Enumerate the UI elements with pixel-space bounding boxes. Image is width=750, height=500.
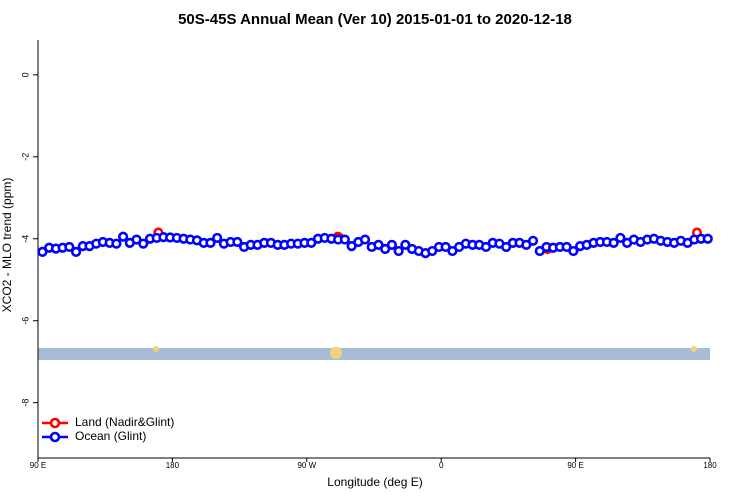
legend-label: Ocean (Glint) (75, 429, 146, 443)
point (111, 238, 122, 249)
band-dot (330, 347, 342, 359)
point (359, 234, 371, 245)
x-tick-label: 90 E (567, 461, 583, 470)
point (118, 231, 129, 242)
x-tick-label: 90 E (30, 461, 46, 470)
legend-marker (49, 417, 61, 429)
y-tick-label: -4 (20, 235, 30, 243)
point (64, 241, 75, 253)
x-tick-label: 0 (439, 461, 444, 470)
surface-band (38, 348, 710, 360)
point (212, 232, 223, 244)
y-axis-label: XCO2 - MLO trend (ppm) (0, 178, 14, 313)
point (70, 246, 82, 257)
x-tick-label: 180 (703, 461, 717, 470)
x-axis-label: Longitude (deg E) (327, 475, 422, 489)
band-dot (153, 346, 159, 352)
x-tick-label: 90 W (297, 461, 316, 470)
point (568, 245, 579, 257)
y-tick-label: -8 (20, 399, 30, 407)
point (386, 239, 398, 251)
legend-marker (49, 431, 61, 443)
point (232, 236, 243, 248)
point (702, 233, 713, 244)
point (393, 245, 404, 257)
y-tick-label: 0 (20, 72, 30, 77)
point (615, 232, 626, 244)
legend-label: Land (Nadir&Glint) (75, 415, 174, 429)
point (527, 235, 539, 246)
point (138, 238, 149, 249)
chart-title: 50S-45S Annual Mean (Ver 10) 2015-01-01 … (178, 11, 572, 28)
point (205, 237, 216, 248)
band-dot (691, 346, 697, 352)
y-tick-label: -6 (20, 317, 30, 325)
point (608, 237, 619, 248)
point (339, 234, 350, 245)
x-tick-label: 180 (166, 461, 180, 470)
y-tick-label: -2 (20, 153, 30, 161)
